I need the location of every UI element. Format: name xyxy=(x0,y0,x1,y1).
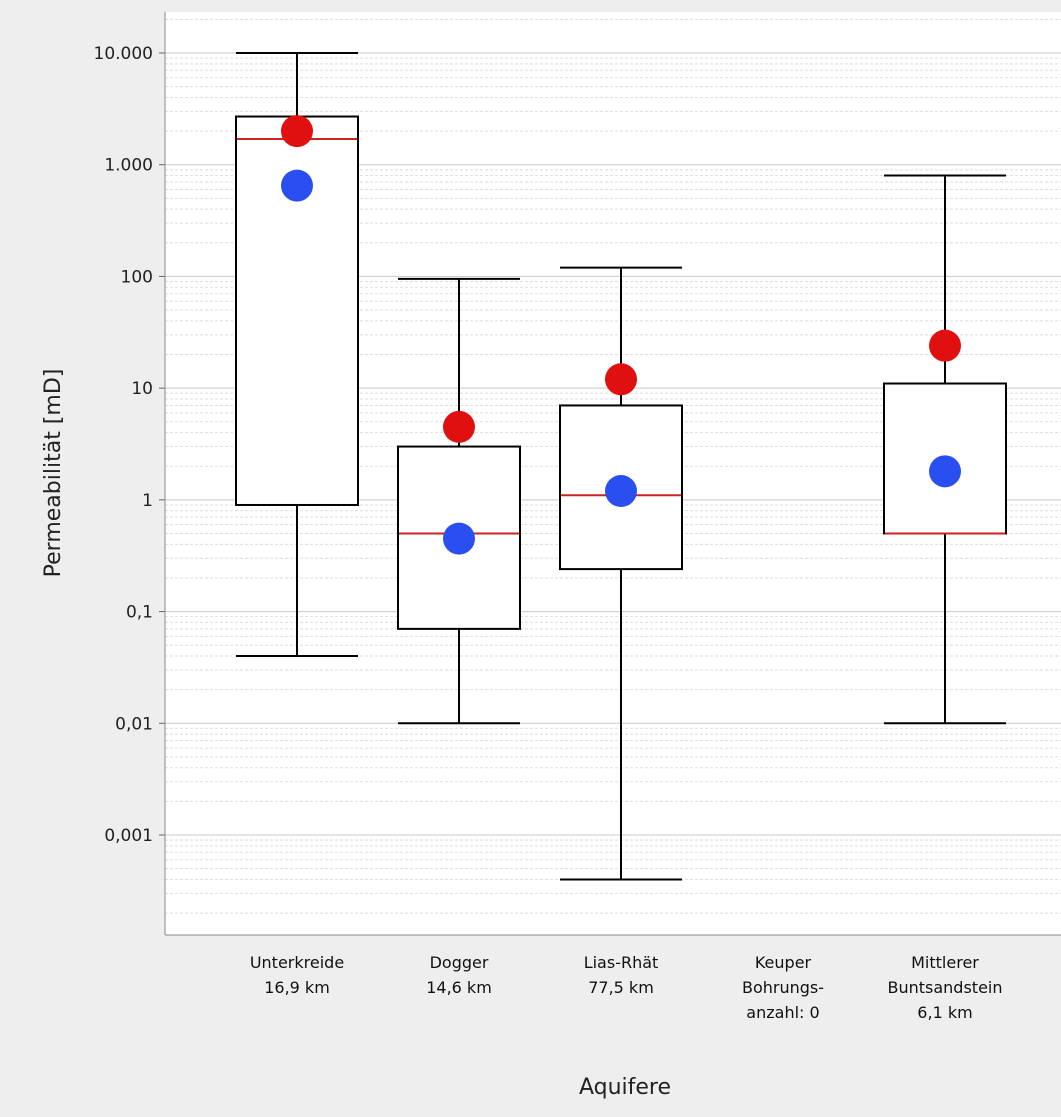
box-group xyxy=(883,174,1007,725)
blue-marker xyxy=(605,475,637,508)
x-category-label: anzahl: 0 xyxy=(746,1003,819,1022)
blue-marker xyxy=(443,522,475,555)
x-category-label: Buntsandstein xyxy=(887,978,1002,997)
y-axis-title: Permeabilität [mD] xyxy=(41,369,66,578)
x-category-label: 77,5 km xyxy=(588,978,654,997)
x-category-label: Mittlerer xyxy=(911,953,979,972)
x-axis-categories: Unterkreide 16,9 km Dogger 14,6 km Lias-Rhät… xyxy=(250,953,1003,1022)
blue-marker xyxy=(281,169,313,202)
red-marker xyxy=(443,410,475,443)
red-marker xyxy=(605,363,637,396)
y-tick-label: 1 xyxy=(142,491,153,511)
y-tick-label: 0,001 xyxy=(104,826,153,846)
x-category-label: 14,6 km xyxy=(426,978,492,997)
y-tick-label: 0,01 xyxy=(115,714,153,734)
red-marker xyxy=(929,329,961,362)
y-axis-ticks: 10.000 1.000 100 10 1 0,1 0,01 0,001 xyxy=(94,44,165,846)
x-category-label: 16,9 km xyxy=(264,978,330,997)
red-marker xyxy=(281,115,313,148)
x-category-label: Bohrungs- xyxy=(742,978,824,997)
boxes xyxy=(235,52,1007,881)
y-tick-label: 1.000 xyxy=(104,156,153,176)
x-category-label: Lias-Rhät xyxy=(584,953,659,972)
x-category-label: Dogger xyxy=(430,953,489,972)
x-category-label: Unterkreide xyxy=(250,953,344,972)
box-group xyxy=(397,277,521,725)
y-tick-label: 10.000 xyxy=(94,44,153,64)
box-group xyxy=(559,266,683,881)
y-tick-label: 10 xyxy=(131,379,153,399)
y-tick-label: 100 xyxy=(121,267,153,287)
blue-marker xyxy=(929,455,961,488)
y-tick-label: 0,1 xyxy=(126,603,153,623)
x-axis-title: Aquifere xyxy=(579,1075,671,1100)
x-category-label: Keuper xyxy=(755,953,812,972)
x-category-label: 6,1 km xyxy=(917,1003,972,1022)
box-group xyxy=(235,52,359,658)
